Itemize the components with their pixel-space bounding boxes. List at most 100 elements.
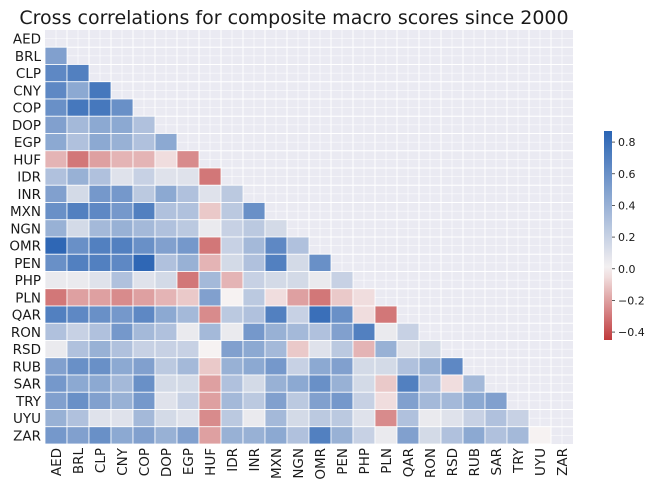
heatmap-cell-QAR-CNY bbox=[110, 305, 134, 324]
x-tick-label-MXN: MXN bbox=[269, 448, 285, 479]
heatmap-cell-RSD-EGP bbox=[176, 340, 200, 359]
heatmap-cell-TRY-EGP bbox=[176, 391, 200, 410]
y-tick-label-QAR: QAR bbox=[12, 308, 41, 324]
heatmap-cell-CNY-CLP bbox=[88, 81, 112, 100]
heatmap-cell-MXN-CLP bbox=[88, 202, 112, 221]
heatmap-cell-SAR-PLN bbox=[374, 374, 398, 393]
heatmap-cell-SAR-RUB bbox=[462, 374, 486, 393]
y-tick-label-BRL: BRL bbox=[15, 49, 42, 65]
heatmap-cell-RSD-PLN bbox=[374, 340, 398, 359]
heatmap-cell-RSD-RON bbox=[418, 340, 442, 359]
heatmap-cell-UYU-BRL bbox=[66, 409, 90, 428]
heatmap-cell-RUB-AED bbox=[44, 357, 68, 376]
heatmap-cell-PLN-IDR bbox=[220, 288, 244, 307]
heatmap-cell-TRY-CNY bbox=[110, 391, 134, 410]
heatmap-cell-PEN-EGP bbox=[176, 253, 200, 272]
heatmap-cell-RSD-DOP bbox=[154, 340, 178, 359]
y-tick-label-UYU: UYU bbox=[13, 411, 41, 427]
x-tick-label-NGN: NGN bbox=[291, 448, 307, 479]
heatmap-cell-MXN-DOP bbox=[154, 202, 178, 221]
colorbar-tick-label: 0.6 bbox=[618, 168, 636, 181]
y-tick-label-AED: AED bbox=[13, 32, 41, 48]
heatmap-cell-ZAR-RON bbox=[418, 426, 442, 445]
heatmap-cell-HUF-AED bbox=[44, 150, 68, 169]
heatmap-cell-PHP-HUF bbox=[198, 271, 222, 290]
heatmap-cell-UYU-RON bbox=[418, 409, 442, 428]
heatmap-cell-HUF-CLP bbox=[88, 150, 112, 169]
heatmap-cell-QAR-BRL bbox=[66, 305, 90, 324]
y-tick-label-CNY: CNY bbox=[13, 83, 42, 99]
colorbar-tick-label: 0.0 bbox=[618, 263, 636, 276]
heatmap-cell-PHP-NGN bbox=[286, 271, 310, 290]
x-tick-label-RUB: RUB bbox=[467, 448, 483, 477]
heatmap-cell-RON-PHP bbox=[352, 322, 376, 341]
x-tick-label-RON: RON bbox=[423, 448, 439, 478]
heatmap-cell-TRY-INR bbox=[242, 391, 266, 410]
y-tick-label-INR: INR bbox=[18, 187, 41, 203]
heatmap-cell-SAR-COP bbox=[132, 374, 156, 393]
heatmap-cell-MXN-BRL bbox=[66, 202, 90, 221]
heatmap-cell-SAR-OMR bbox=[308, 374, 332, 393]
heatmap-cell-PLN-NGN bbox=[286, 288, 310, 307]
heatmap-cell-UYU-SAR bbox=[484, 409, 508, 428]
heatmap-cell-RON-OMR bbox=[308, 322, 332, 341]
heatmap-cell-NGN-HUF bbox=[198, 219, 222, 238]
heatmap-cell-OMR-INR bbox=[242, 236, 266, 255]
heatmap-cell-SAR-MXN bbox=[264, 374, 288, 393]
heatmap-cell-HUF-EGP bbox=[176, 150, 200, 169]
heatmap-cell-EGP-CLP bbox=[88, 133, 112, 152]
heatmap-cell-SAR-NGN bbox=[286, 374, 310, 393]
heatmap-cell-UYU-RUB bbox=[462, 409, 486, 428]
heatmap-cell-UYU-MXN bbox=[264, 409, 288, 428]
heatmap-cell-PHP-CLP bbox=[88, 271, 112, 290]
heatmap-cell-RUB-PEN bbox=[330, 357, 354, 376]
heatmap-cell-SAR-AED bbox=[44, 374, 68, 393]
chart-title: Cross correlations for composite macro s… bbox=[19, 7, 568, 29]
heatmap-cell-RSD-MXN bbox=[264, 340, 288, 359]
heatmap-cell-EGP-BRL bbox=[66, 133, 90, 152]
heatmap-cell-PHP-COP bbox=[132, 271, 156, 290]
y-tick-labels: AEDBRLCLPCNYCOPDOPEGPHUFIDRINRMXNNGNOMRP… bbox=[9, 32, 41, 445]
heatmap-cell-NGN-DOP bbox=[154, 219, 178, 238]
heatmap-cell-UYU-NGN bbox=[286, 409, 310, 428]
colorbar: −0.4 −0.2 0.0 0.2 0.4 0.6 0.8 bbox=[604, 131, 645, 340]
heatmap-cell-INR-IDR bbox=[220, 184, 244, 203]
heatmap-cell-MXN-AED bbox=[44, 202, 68, 221]
heatmap-cell-ZAR-PHP bbox=[352, 426, 376, 445]
heatmap-cell-UYU-PEN bbox=[330, 409, 354, 428]
heatmap-cell-RSD-QAR bbox=[396, 340, 420, 359]
heatmap-cell-RON-AED bbox=[44, 322, 68, 341]
heatmap-cell-OMR-BRL bbox=[66, 236, 90, 255]
heatmap-cell-PLN-BRL bbox=[66, 288, 90, 307]
heatmap-cell-MXN-COP bbox=[132, 202, 156, 221]
heatmap-cell-TRY-PEN bbox=[330, 391, 354, 410]
y-tick-label-PLN: PLN bbox=[15, 290, 41, 306]
heatmap-cell-ZAR-IDR bbox=[220, 426, 244, 445]
heatmap-cell-IDR-BRL bbox=[66, 167, 90, 186]
heatmap-cell-ZAR-NGN bbox=[286, 426, 310, 445]
heatmap-cell-RSD-AED bbox=[44, 340, 68, 359]
y-tick-label-NGN: NGN bbox=[10, 221, 41, 237]
heatmap-cell-ZAR-PLN bbox=[374, 426, 398, 445]
x-tick-label-EGP: EGP bbox=[181, 448, 197, 475]
heatmap-cell-MXN-IDR bbox=[220, 202, 244, 221]
heatmap-cell-QAR-EGP bbox=[176, 305, 200, 324]
heatmap-cell-ZAR-CNY bbox=[110, 426, 134, 445]
heatmap-cell-PHP-EGP bbox=[176, 271, 200, 290]
heatmap-cell-PLN-CNY bbox=[110, 288, 134, 307]
heatmap-cell-RON-DOP bbox=[154, 322, 178, 341]
heatmap-cell-TRY-PHP bbox=[352, 391, 376, 410]
heatmap-cell-ZAR-UYU bbox=[528, 426, 552, 445]
heatmap-cell-OMR-HUF bbox=[198, 236, 222, 255]
heatmap-cell-RUB-INR bbox=[242, 357, 266, 376]
heatmap-cell-QAR-NGN bbox=[286, 305, 310, 324]
heatmap-cell-NGN-COP bbox=[132, 219, 156, 238]
heatmap-cell-TRY-MXN bbox=[264, 391, 288, 410]
heatmap-cell-PEN-MXN bbox=[264, 253, 288, 272]
x-tick-label-IDR: IDR bbox=[225, 448, 241, 472]
heatmap-cell-TRY-CLP bbox=[88, 391, 112, 410]
y-tick-label-OMR: OMR bbox=[9, 239, 41, 255]
heatmap-cell-RON-IDR bbox=[220, 322, 244, 341]
heatmap-cell-RON-HUF bbox=[198, 322, 222, 341]
